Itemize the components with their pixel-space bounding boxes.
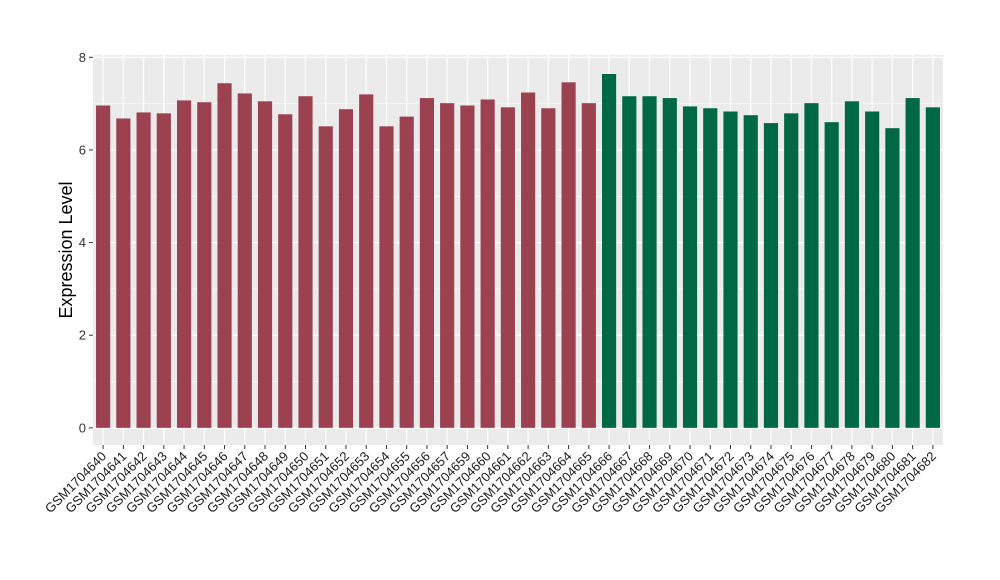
bar-GSM1704649 (278, 114, 293, 428)
bar-GSM1704671 (703, 108, 718, 428)
bar-GSM1704644 (176, 100, 192, 428)
bar-GSM1704668 (642, 96, 657, 428)
bar-GSM1704660 (480, 99, 495, 428)
bar-GSM1704666 (601, 73, 617, 428)
bar-GSM1704672 (723, 111, 738, 428)
y-tick-label: 2 (79, 328, 86, 343)
bar-GSM1704675 (784, 113, 799, 428)
bar-GSM1704646 (217, 83, 232, 428)
bar-GSM1704665 (581, 103, 596, 428)
bar-GSM1704677 (824, 122, 839, 428)
bar-GSM1704678 (844, 101, 860, 428)
bar-GSM1704676 (804, 103, 819, 428)
bar-GSM1704679 (865, 111, 880, 428)
bar-GSM1704640 (96, 105, 111, 428)
bar-GSM1704664 (561, 82, 576, 428)
bar-GSM1704673 (743, 115, 758, 428)
bar-GSM1704655 (399, 116, 414, 428)
plot-panel (93, 55, 943, 445)
bar-GSM1704680 (885, 128, 900, 428)
bar-GSM1704654 (379, 126, 394, 428)
y-tick-label: 4 (79, 235, 86, 250)
bar-GSM1704659 (460, 105, 475, 428)
bar-GSM1704643 (156, 113, 171, 428)
y-axis: 0 2 4 6 8 (79, 50, 93, 435)
bar-GSM1704642 (136, 112, 151, 428)
bar-GSM1704682 (925, 107, 940, 428)
bar-GSM1704652 (338, 109, 354, 428)
bar-GSM1704667 (622, 96, 637, 428)
bar-GSM1704661 (500, 107, 515, 428)
bar-GSM1704651 (318, 126, 333, 428)
bar-GSM1704670 (682, 106, 698, 428)
bar-GSM1704662 (521, 92, 536, 428)
bar-GSM1704674 (763, 123, 779, 428)
bar-GSM1704669 (662, 98, 677, 428)
bar-GSM1704663 (541, 108, 556, 428)
y-tick-label: 6 (79, 142, 86, 157)
bar-GSM1704657 (440, 103, 455, 428)
bar-GSM1704645 (197, 102, 212, 428)
y-tick-label: 0 (79, 420, 86, 435)
bars (96, 73, 940, 428)
bar-GSM1704656 (419, 98, 435, 428)
x-axis: GSM1704640GSM1704641GSM1704642GSM1704643… (42, 445, 939, 516)
bar-GSM1704650 (298, 96, 313, 428)
bar-GSM1704681 (905, 98, 920, 428)
bar-GSM1704647 (237, 93, 252, 428)
bar-GSM1704641 (116, 118, 131, 428)
bar-GSM1704653 (359, 94, 374, 428)
bar-GSM1704648 (257, 101, 273, 428)
y-axis-label: Expression Level (56, 181, 76, 318)
y-tick-label: 8 (79, 50, 86, 65)
